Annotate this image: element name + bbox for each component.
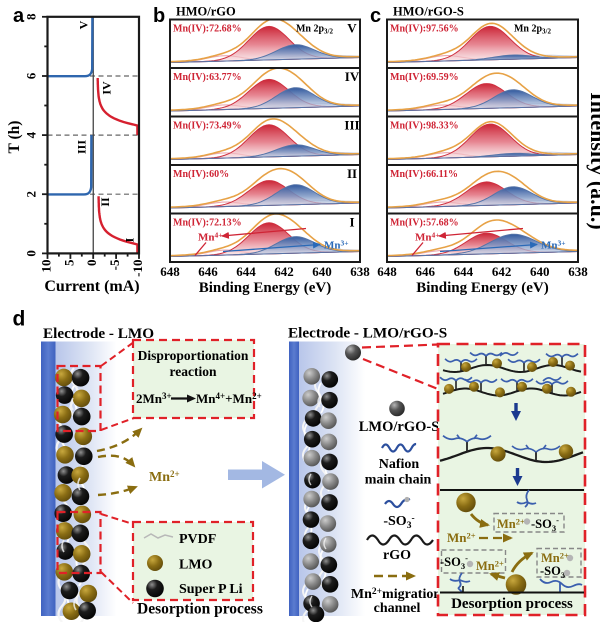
svg-text:HMO/rGO-S: HMO/rGO-S	[393, 5, 464, 19]
svg-text:Mn(IV):97.56%: Mn(IV):97.56%	[390, 24, 459, 35]
svg-text:III: III	[344, 118, 359, 133]
svg-text:638: 638	[568, 264, 588, 279]
svg-text:Super P Li: Super P Li	[179, 582, 243, 597]
svg-text:Mn2+migration: Mn2+migration	[351, 587, 441, 602]
svg-text:Current (mA): Current (mA)	[44, 278, 139, 295]
svg-text:channel: channel	[374, 601, 421, 616]
svg-text:640: 640	[530, 264, 550, 279]
svg-text:II: II	[98, 197, 112, 207]
svg-text:Mn4+: Mn4+	[198, 231, 223, 244]
svg-text:IV: IV	[345, 69, 360, 84]
svg-text:Mn(IV):60%: Mn(IV):60%	[173, 169, 229, 180]
svg-text:b: b	[153, 5, 165, 27]
svg-text:Mn(IV):72.13%: Mn(IV):72.13%	[173, 218, 242, 229]
svg-text:648: 648	[160, 264, 180, 279]
svg-text:PVDF: PVDF	[179, 532, 216, 547]
svg-text:Binding Energy (eV): Binding Energy (eV)	[199, 280, 332, 296]
svg-text:-SO3: -SO3	[540, 564, 565, 580]
svg-text:IV: IV	[99, 81, 113, 95]
svg-text:III: III	[74, 140, 88, 154]
svg-text:0: 0	[24, 250, 39, 257]
svg-text:2: 2	[24, 191, 39, 198]
svg-text:HMO/rGO: HMO/rGO	[176, 5, 236, 19]
svg-text:642: 642	[274, 264, 294, 279]
svg-text:5: 5	[61, 259, 76, 266]
svg-text:-10: -10	[130, 260, 145, 277]
svg-text:Mn4+: Mn4+	[415, 231, 440, 244]
svg-text:644: 644	[454, 264, 474, 279]
svg-text:reaction: reaction	[170, 364, 217, 379]
svg-text:6: 6	[24, 72, 39, 79]
svg-text:8: 8	[24, 13, 39, 20]
svg-text:LMO/rGO-S: LMO/rGO-S	[359, 419, 440, 435]
svg-text:-SO3-: -SO3-	[383, 514, 414, 531]
svg-text:-5: -5	[107, 259, 122, 270]
svg-text:Mn2+: Mn2+	[149, 469, 180, 485]
svg-text:Disproportionation: Disproportionation	[138, 348, 249, 363]
svg-text:640: 640	[312, 264, 332, 279]
svg-text:c: c	[370, 5, 381, 27]
svg-text:Mn 2p3/2: Mn 2p3/2	[514, 24, 552, 36]
svg-text:Mn(IV):69.59%: Mn(IV):69.59%	[390, 72, 459, 83]
svg-text:d: d	[13, 308, 26, 331]
svg-text:642: 642	[492, 264, 512, 279]
svg-text:V: V	[76, 20, 90, 29]
svg-text:Intensity (a.u.): Intensity (a.u.)	[586, 92, 600, 230]
svg-text:main chain: main chain	[365, 473, 432, 488]
svg-text:Mn(IV):72.68%: Mn(IV):72.68%	[173, 24, 242, 35]
svg-text:II: II	[347, 166, 357, 181]
svg-text:0: 0	[84, 260, 99, 267]
svg-text:I: I	[349, 215, 354, 230]
svg-text:644: 644	[236, 264, 256, 279]
svg-text:638: 638	[350, 264, 370, 279]
svg-text:646: 646	[415, 264, 435, 279]
svg-text:Mn(IV):98.33%: Mn(IV):98.33%	[390, 121, 459, 132]
svg-text:Mn4++Mn2+: Mn4++Mn2+	[196, 391, 262, 406]
svg-text:Mn(IV):66.11%: Mn(IV):66.11%	[390, 169, 458, 180]
svg-text:LMO: LMO	[179, 558, 213, 573]
svg-text:Electrode - LMO: Electrode - LMO	[43, 325, 154, 342]
svg-text:Electrode - LMO/rGO-S: Electrode - LMO/rGO-S	[288, 325, 447, 342]
svg-text:Desorption process: Desorption process	[451, 596, 573, 612]
svg-text:a: a	[13, 5, 25, 27]
svg-text:rGO: rGO	[383, 548, 411, 563]
svg-text:Mn(IV):63.77%: Mn(IV):63.77%	[173, 72, 242, 83]
svg-text:646: 646	[198, 264, 218, 279]
svg-text:I: I	[122, 237, 136, 242]
svg-text:V: V	[347, 21, 357, 36]
svg-text:Mn(IV):73.49%: Mn(IV):73.49%	[173, 121, 242, 132]
svg-text:4: 4	[24, 131, 39, 138]
svg-text:Mn 2p3/2: Mn 2p3/2	[296, 24, 334, 36]
svg-text:Mn(IV):57.68%: Mn(IV):57.68%	[390, 218, 459, 229]
svg-text:Nafion: Nafion	[379, 457, 420, 472]
svg-text:Binding Energy (eV): Binding Energy (eV)	[416, 280, 549, 296]
svg-text:Desorption process: Desorption process	[137, 601, 263, 618]
svg-text:10: 10	[38, 260, 53, 273]
svg-text:T (h): T (h)	[6, 121, 23, 154]
svg-text:648: 648	[377, 264, 397, 279]
